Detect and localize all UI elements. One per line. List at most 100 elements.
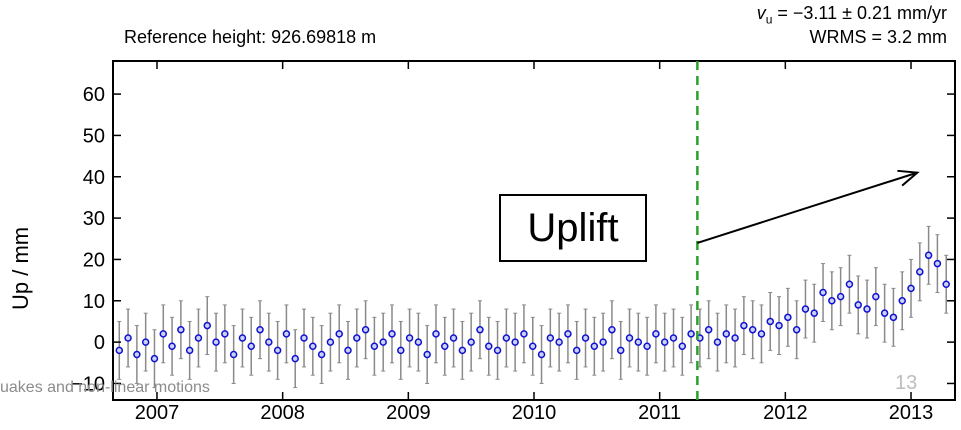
data-point xyxy=(458,346,467,355)
data-point xyxy=(889,313,898,322)
data-point-group xyxy=(397,320,405,380)
data-point-group xyxy=(511,312,519,372)
x-tick-label: 2013 xyxy=(889,402,934,424)
data-point-group xyxy=(300,308,308,368)
marks-layer xyxy=(115,225,950,389)
data-point xyxy=(722,330,731,338)
data-point xyxy=(546,334,555,342)
data-point-group xyxy=(722,304,731,364)
data-point xyxy=(141,338,150,346)
data-point xyxy=(845,280,854,288)
data-point xyxy=(317,350,326,359)
data-point-group xyxy=(784,287,792,347)
data-point xyxy=(150,354,159,363)
data-point-group xyxy=(942,254,950,314)
data-point xyxy=(537,350,546,359)
data-point xyxy=(924,251,933,260)
data-point xyxy=(819,288,827,297)
y-tick-label: 30 xyxy=(83,208,105,230)
data-point-group xyxy=(291,329,299,389)
data-point xyxy=(511,338,519,346)
data-point-group xyxy=(572,320,581,380)
data-point-group xyxy=(933,234,942,294)
data-point xyxy=(775,321,783,330)
data-point-group xyxy=(757,304,766,364)
data-point-group xyxy=(740,296,748,356)
data-point-group xyxy=(309,316,317,376)
data-point xyxy=(784,313,792,322)
data-point xyxy=(353,334,361,342)
uplift-arrow-shaft xyxy=(697,171,918,244)
data-point-group xyxy=(924,225,933,285)
data-point xyxy=(863,305,871,313)
data-point xyxy=(256,325,264,334)
data-point-group xyxy=(660,312,669,372)
data-point-group xyxy=(159,304,168,364)
data-point-group xyxy=(520,304,528,364)
y-tick-label: 0 xyxy=(94,332,105,354)
data-point-group xyxy=(256,300,264,360)
data-point xyxy=(379,338,387,346)
data-point-group xyxy=(273,320,282,380)
data-point xyxy=(801,305,810,313)
data-point-group xyxy=(880,283,889,343)
ticks-layer: −10 0 10 20 30 40 50 60 2007 2008 2009 2010 2011 2012… xyxy=(71,61,955,424)
data-point-group xyxy=(467,312,475,372)
data-point-group xyxy=(449,308,458,368)
data-point xyxy=(124,334,132,342)
uplift-arrow-head xyxy=(897,169,920,187)
data-point xyxy=(854,301,862,309)
data-point xyxy=(361,325,370,334)
y-tick-label: 40 xyxy=(83,167,105,189)
data-point xyxy=(608,325,616,334)
data-point xyxy=(704,325,713,334)
data-point-group xyxy=(124,308,132,368)
data-point xyxy=(643,342,651,351)
data-point-group xyxy=(590,316,599,376)
data-point-group xyxy=(177,300,185,360)
data-point-group xyxy=(854,275,862,335)
data-point-group xyxy=(185,320,194,380)
data-point xyxy=(265,338,273,346)
data-point-group xyxy=(652,304,660,364)
data-point-group xyxy=(238,308,247,368)
y-tick-label: 50 xyxy=(83,125,105,147)
data-point-group xyxy=(872,267,880,327)
data-point-group xyxy=(282,304,291,364)
velocity-subscript: u xyxy=(765,12,773,27)
uplift-label: Uplift xyxy=(527,205,619,250)
data-point xyxy=(678,342,687,351)
x-tick-label: 2012 xyxy=(763,402,808,424)
data-point xyxy=(247,342,255,351)
data-point-group xyxy=(889,287,898,347)
data-point-group xyxy=(564,304,572,364)
x-tick-label: 2011 xyxy=(638,402,681,424)
data-point-group xyxy=(441,316,449,376)
velocity-value: = −3.11 ± 0.21 mm/yr xyxy=(772,3,947,23)
data-point-group xyxy=(388,304,396,364)
data-point-group xyxy=(229,325,238,384)
data-point xyxy=(344,346,352,355)
data-point-group xyxy=(836,267,845,327)
data-point xyxy=(414,338,423,346)
data-point xyxy=(423,350,431,359)
data-point xyxy=(397,346,405,355)
y-axis-label: Up / mm xyxy=(8,226,33,310)
data-point xyxy=(212,338,220,346)
data-point xyxy=(520,330,528,338)
data-point xyxy=(713,338,722,346)
data-point-group xyxy=(476,300,484,360)
data-point xyxy=(528,342,537,351)
data-point xyxy=(564,330,572,338)
slide-number: 13 xyxy=(895,372,918,394)
data-point xyxy=(282,330,291,338)
data-point xyxy=(238,334,247,342)
data-point xyxy=(880,309,889,317)
data-point xyxy=(405,334,414,342)
data-point-group xyxy=(766,292,775,351)
reference-height: Reference height: 926.69818 m xyxy=(124,27,377,47)
data-point xyxy=(432,330,440,338)
data-point xyxy=(476,325,484,334)
data-point-group xyxy=(265,312,273,372)
